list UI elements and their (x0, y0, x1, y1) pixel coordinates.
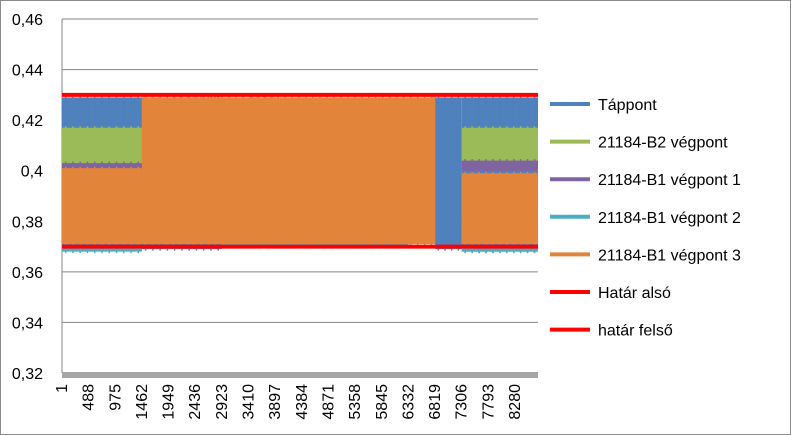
x-tick-label: 7306 (454, 384, 471, 420)
x-tick-label: 5845 (374, 384, 391, 420)
legend-label: 21184-B2 végpont (598, 135, 728, 152)
legend-label: Határ alsó (598, 285, 671, 302)
x-tick-label: 4871 (320, 384, 337, 420)
y-tick-label: 0,4 (21, 164, 43, 181)
x-tick-label: 8280 (507, 384, 524, 420)
legend-label: 21184-B1 végpont 2 (598, 210, 741, 227)
x-tick-label: 975 (107, 384, 124, 411)
x-tick-label: 4384 (294, 384, 311, 420)
x-tick-label: 1949 (161, 384, 178, 420)
x-tick-label: 2436 (187, 384, 204, 420)
legend: Táppont 21184-B2 végpont 21184-B1 végpont … (550, 97, 741, 340)
x-tick-label: 3410 (241, 384, 258, 420)
legend-label: 21184-B1 végpont 1 (598, 172, 741, 189)
y-tick-label: 0,32 (12, 366, 43, 383)
series-layer (62, 92, 538, 254)
legend-label: Táppont (598, 97, 657, 114)
x-tick-label: 5358 (347, 384, 364, 420)
y-tick-label: 0,44 (12, 63, 43, 80)
y-tick-label: 0,36 (12, 265, 43, 282)
series-band (141, 97, 436, 245)
y-tick-labels: 0,32 0,34 0,36 0,38 0,4 0,42 0,44 0,46 (12, 12, 43, 383)
legend-label: 21184-B1 végpont 3 (598, 247, 741, 264)
series-4 (62, 95, 538, 246)
legend-label: határ felső (598, 323, 673, 340)
x-tick-label: 1462 (134, 384, 151, 420)
x-tick-label: 1 (54, 384, 71, 393)
x-tick-label: 6332 (400, 384, 417, 420)
x-tick-label: 3897 (267, 384, 284, 420)
x-tick-label: 7793 (480, 384, 497, 420)
y-tick-label: 0,46 (12, 12, 43, 29)
x-tick-label: 6819 (427, 384, 444, 420)
y-tick-label: 0,34 (12, 315, 43, 332)
x-tick-label: 2923 (214, 384, 231, 420)
x-axis-floor (62, 372, 538, 378)
x-tick-label: 488 (81, 384, 98, 411)
y-tick-label: 0,42 (12, 113, 43, 130)
y-tick-label: 0,38 (12, 214, 43, 231)
series-band (435, 97, 462, 250)
x-tick-labels: 1 488 975 1462 1949 2436 2923 3410 3897 4384 4871 5… (54, 384, 524, 420)
